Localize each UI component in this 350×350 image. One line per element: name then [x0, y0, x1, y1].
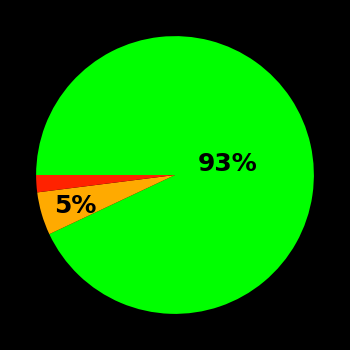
Text: 5%: 5%: [54, 194, 96, 218]
Wedge shape: [37, 175, 175, 234]
Text: 93%: 93%: [198, 152, 258, 176]
Wedge shape: [36, 175, 175, 192]
Wedge shape: [36, 36, 314, 314]
